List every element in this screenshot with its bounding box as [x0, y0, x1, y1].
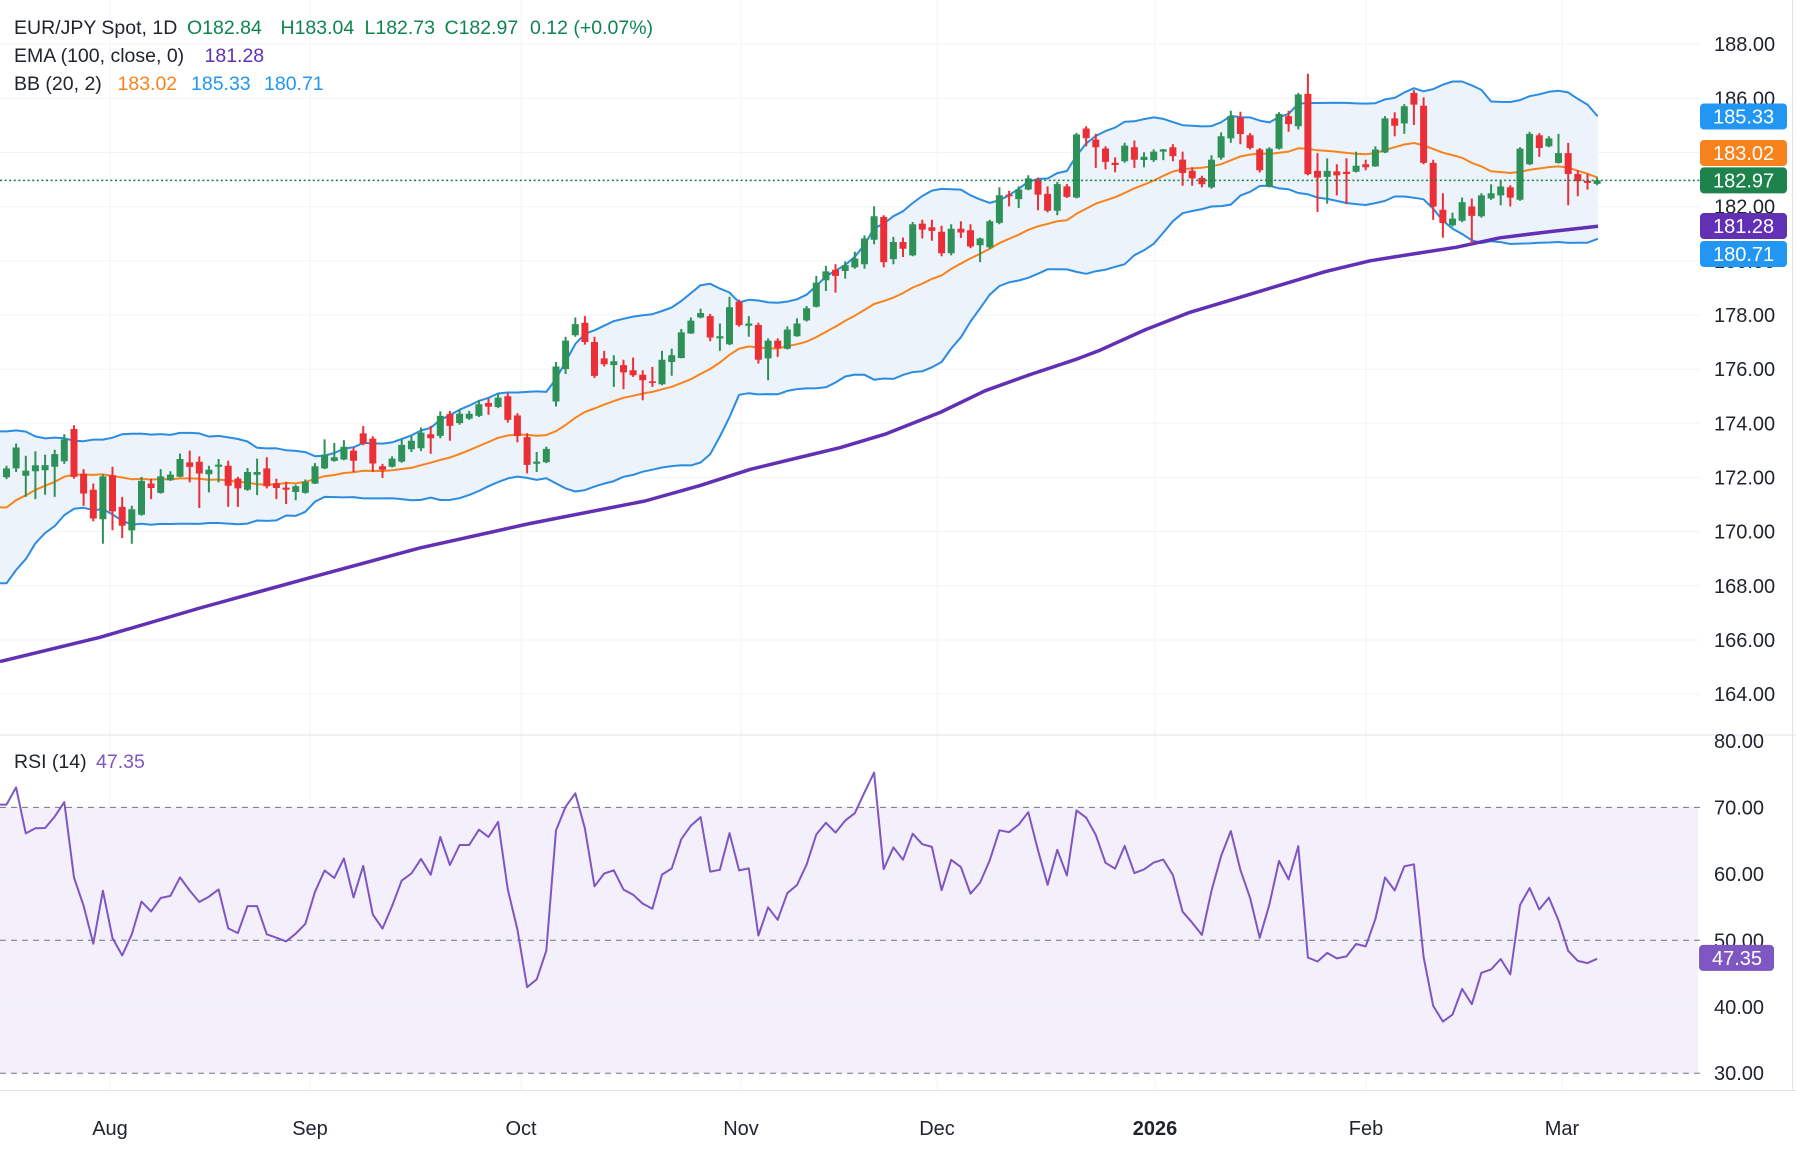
svg-text:C182.97: C182.97 [445, 17, 519, 39]
svg-text:30.00: 30.00 [1714, 1063, 1764, 1085]
svg-text:174.00: 174.00 [1714, 413, 1775, 435]
svg-text:0.12 (+0.07%): 0.12 (+0.07%) [530, 17, 653, 39]
svg-text:O182.84: O182.84 [187, 17, 262, 39]
svg-text:183.02: 183.02 [1713, 143, 1774, 165]
svg-text:Mar: Mar [1545, 1118, 1580, 1140]
svg-text:40.00: 40.00 [1714, 997, 1764, 1019]
svg-text:2026: 2026 [1133, 1118, 1178, 1140]
svg-text:60.00: 60.00 [1714, 864, 1764, 886]
svg-text:182.97: 182.97 [1713, 170, 1774, 192]
svg-text:47.35: 47.35 [1712, 948, 1762, 970]
svg-text:Aug: Aug [92, 1118, 128, 1140]
svg-text:180.71: 180.71 [264, 73, 324, 95]
svg-text:Oct: Oct [505, 1118, 537, 1140]
svg-text:170.00: 170.00 [1714, 522, 1775, 544]
svg-text:Nov: Nov [723, 1118, 759, 1140]
svg-text:Dec: Dec [919, 1118, 955, 1140]
svg-text:EMA (100, close, 0): EMA (100, close, 0) [14, 45, 184, 67]
svg-text:168.00: 168.00 [1714, 576, 1775, 598]
svg-text:185.33: 185.33 [1713, 107, 1774, 129]
svg-text:180.71: 180.71 [1713, 244, 1774, 266]
svg-text:166.00: 166.00 [1714, 630, 1775, 652]
svg-text:176.00: 176.00 [1714, 359, 1775, 381]
svg-text:164.00: 164.00 [1714, 684, 1775, 706]
svg-text:185.33: 185.33 [191, 73, 251, 95]
svg-text:H183.04: H183.04 [281, 17, 355, 39]
svg-text:183.02: 183.02 [118, 73, 178, 95]
svg-text:Feb: Feb [1349, 1118, 1383, 1140]
svg-text:RSI (14): RSI (14) [14, 751, 87, 773]
svg-text:EUR/JPY Spot, 1D: EUR/JPY Spot, 1D [14, 17, 177, 39]
svg-text:47.35: 47.35 [96, 751, 145, 773]
svg-text:172.00: 172.00 [1714, 468, 1775, 490]
svg-text:188.00: 188.00 [1714, 34, 1775, 56]
svg-text:181.28: 181.28 [1713, 216, 1774, 238]
svg-text:70.00: 70.00 [1714, 797, 1764, 819]
svg-text:L182.73: L182.73 [365, 17, 436, 39]
svg-text:181.28: 181.28 [205, 45, 265, 67]
svg-text:80.00: 80.00 [1714, 731, 1764, 753]
svg-text:178.00: 178.00 [1714, 305, 1775, 327]
svg-text:Sep: Sep [292, 1118, 328, 1140]
svg-text:BB (20, 2): BB (20, 2) [14, 73, 102, 95]
